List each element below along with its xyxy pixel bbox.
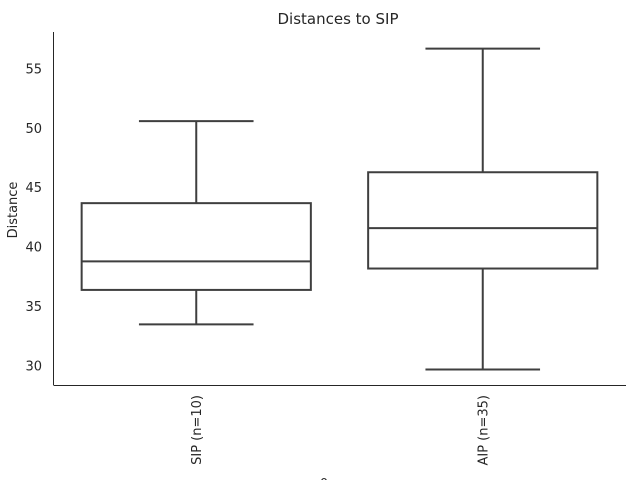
y-tick-label: 40 bbox=[25, 241, 42, 256]
x-tick-label: AIP (n=35) bbox=[476, 395, 491, 466]
y-tick-label: 35 bbox=[25, 300, 42, 315]
chart-title: Distances to SIP bbox=[278, 10, 399, 28]
box-sip bbox=[80, 120, 312, 326]
box-aip bbox=[367, 47, 599, 371]
iqr-box bbox=[367, 171, 599, 270]
y-tick-label: 50 bbox=[25, 122, 42, 137]
y-tick-label: 55 bbox=[25, 62, 42, 77]
y-tick-label: 30 bbox=[25, 359, 42, 374]
x-tick-label: SIP (n=10) bbox=[190, 395, 205, 465]
y-axis-label: Distance bbox=[6, 182, 21, 239]
iqr-box bbox=[80, 202, 312, 291]
x-tick-group: SIP (n=10) AIP (n=35) bbox=[190, 395, 492, 466]
y-tick-group: 30 35 40 45 50 55 bbox=[25, 62, 42, 374]
y-tick-label: 45 bbox=[25, 181, 42, 196]
box-group bbox=[80, 47, 599, 371]
